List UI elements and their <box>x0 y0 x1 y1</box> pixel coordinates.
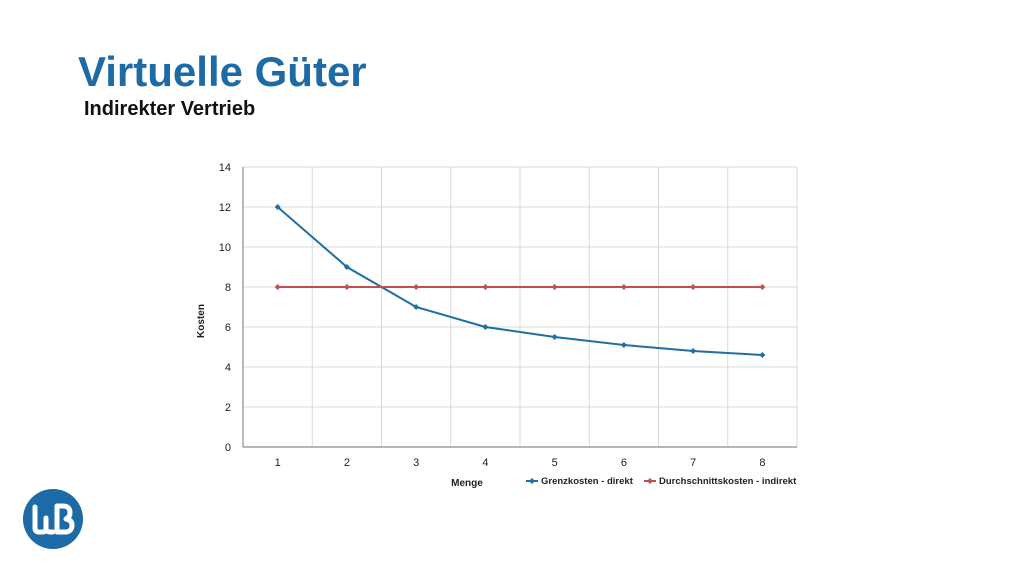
x-tick-label: 4 <box>482 457 488 469</box>
data-point <box>482 284 489 290</box>
y-tick-label: 0 <box>225 442 231 454</box>
data-point <box>274 284 281 290</box>
data-point <box>620 284 627 290</box>
data-point <box>759 284 766 290</box>
x-tick-labels: 1 2 3 4 5 6 7 8 <box>275 457 766 469</box>
series-line <box>276 206 763 356</box>
chart-series <box>274 204 766 358</box>
y-tick-label: 4 <box>225 362 231 374</box>
data-point <box>620 342 627 348</box>
data-point <box>690 284 697 290</box>
y-tick-label: 14 <box>219 162 231 174</box>
x-tick-label: 3 <box>413 457 419 469</box>
x-tick-label: 8 <box>759 457 765 469</box>
data-point <box>482 324 489 330</box>
x-tick-label: 7 <box>690 457 696 469</box>
y-tick-label: 8 <box>225 282 231 294</box>
wb-logo-icon <box>23 489 83 549</box>
data-point <box>343 264 350 270</box>
x-tick-label: 5 <box>552 457 558 469</box>
y-tick-label: 2 <box>225 402 231 414</box>
data-point <box>551 284 558 290</box>
data-point <box>690 348 697 354</box>
x-tick-label: 2 <box>344 457 350 469</box>
legend-swatch-marker <box>529 478 535 484</box>
data-point <box>343 284 350 290</box>
y-tick-label: 12 <box>219 202 231 214</box>
chart-axes <box>242 167 797 448</box>
data-point <box>274 204 281 210</box>
data-point <box>759 352 766 358</box>
x-axis-label: Menge <box>451 478 483 489</box>
y-tick-label: 6 <box>225 322 231 334</box>
chart-legend: Grenzkosten - direkt Durchschnittskosten … <box>526 476 797 487</box>
page-title: Virtuelle Güter <box>78 48 367 95</box>
x-tick-label: 1 <box>275 457 281 469</box>
y-tick-label: 10 <box>219 242 231 254</box>
data-point <box>551 334 558 340</box>
legend-label: Durchschnittskosten - indirekt <box>659 476 797 487</box>
data-point <box>413 284 420 290</box>
data-point <box>413 304 420 310</box>
y-tick-labels: 0 2 4 6 8 10 12 14 <box>219 162 231 454</box>
legend-swatch-marker <box>647 478 653 484</box>
x-tick-label: 6 <box>621 457 627 469</box>
grid-lines <box>243 166 798 447</box>
page-subtitle: Indirekter Vertrieb <box>84 98 256 120</box>
legend-label: Grenzkosten - direkt <box>541 476 634 487</box>
y-axis-label: Kosten <box>196 304 207 338</box>
